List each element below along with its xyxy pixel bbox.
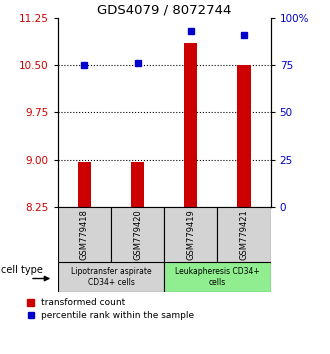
Bar [131, 162, 144, 207]
Text: Leukapheresis CD34+
cells: Leukapheresis CD34+ cells [175, 267, 260, 287]
Bar [58, 262, 164, 292]
Bar [217, 207, 271, 262]
Text: cell type: cell type [1, 266, 43, 275]
Bar [78, 162, 91, 207]
Text: Lipotransfer aspirate
CD34+ cells: Lipotransfer aspirate CD34+ cells [71, 267, 151, 287]
Bar [237, 65, 251, 207]
Bar [164, 207, 217, 262]
Text: GSM779421: GSM779421 [240, 209, 248, 260]
Bar [58, 207, 111, 262]
Bar [184, 43, 197, 207]
Legend: transformed count, percentile rank within the sample: transformed count, percentile rank withi… [27, 298, 194, 320]
Text: GSM779420: GSM779420 [133, 209, 142, 260]
Bar [111, 207, 164, 262]
Bar [164, 262, 271, 292]
Title: GDS4079 / 8072744: GDS4079 / 8072744 [97, 4, 231, 17]
Text: GSM779419: GSM779419 [186, 209, 195, 260]
Text: GSM779418: GSM779418 [80, 209, 89, 260]
